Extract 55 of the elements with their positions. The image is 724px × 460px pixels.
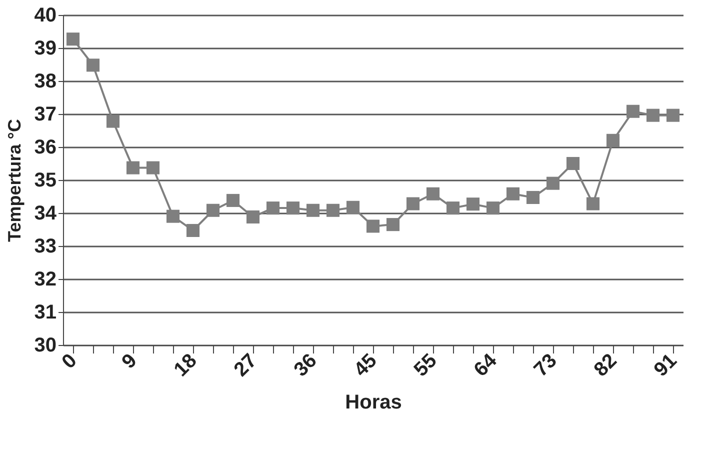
- point: [406, 197, 420, 210]
- point: [66, 32, 80, 46]
- point: [626, 104, 640, 118]
- point: [206, 204, 220, 217]
- point: [266, 202, 280, 215]
- y-tick-label: 34: [34, 202, 58, 224]
- point: [186, 224, 200, 238]
- point: [486, 202, 500, 215]
- x-tick-label: 73: [530, 350, 562, 382]
- point: [246, 210, 260, 224]
- y-tick-label: 35: [34, 170, 56, 192]
- x-tick-label: 45: [350, 350, 382, 382]
- x-tick-label: 0: [58, 350, 82, 374]
- point: [666, 108, 680, 122]
- point: [286, 202, 300, 215]
- x-tick-label: 36: [290, 350, 322, 382]
- y-tick-label: 32: [34, 268, 56, 290]
- x-tick-label: 18: [170, 350, 202, 382]
- y-axis-title: Tempertura °C: [4, 119, 24, 242]
- y-tick-label: 31: [34, 302, 56, 324]
- y-tick-label: 37: [34, 104, 56, 126]
- point: [366, 220, 380, 233]
- point: [426, 187, 440, 200]
- point: [566, 156, 580, 170]
- point: [606, 134, 620, 147]
- point: [86, 58, 100, 72]
- x-tick-label: 82: [590, 350, 622, 382]
- point: [126, 161, 140, 174]
- x-tick-label: 64: [470, 349, 502, 382]
- point: [506, 187, 520, 200]
- y-tick-label: 39: [34, 38, 56, 60]
- y-tick-label: 36: [34, 136, 56, 158]
- x-tick-label: 55: [410, 350, 442, 382]
- x-axis-title: Horas: [345, 391, 402, 414]
- y-tick-label: 30: [34, 334, 56, 356]
- y-tick-label: 40: [34, 4, 56, 26]
- point: [166, 210, 180, 223]
- x-tick-label: 91: [650, 350, 682, 382]
- point: [106, 114, 120, 128]
- x-tick-label: 9: [118, 350, 142, 374]
- point: [346, 200, 360, 214]
- point: [226, 194, 240, 207]
- point: [526, 190, 540, 204]
- y-tick-label: 33: [34, 236, 56, 258]
- point: [466, 198, 480, 211]
- point: [446, 202, 460, 215]
- x-tick-label: 27: [230, 350, 262, 382]
- y-tick-label: 38: [34, 70, 56, 92]
- point: [326, 204, 340, 217]
- point: [386, 218, 400, 232]
- point: [546, 176, 560, 190]
- point: [586, 197, 600, 210]
- point: [306, 204, 320, 217]
- point: [646, 108, 660, 122]
- point: [146, 161, 160, 174]
